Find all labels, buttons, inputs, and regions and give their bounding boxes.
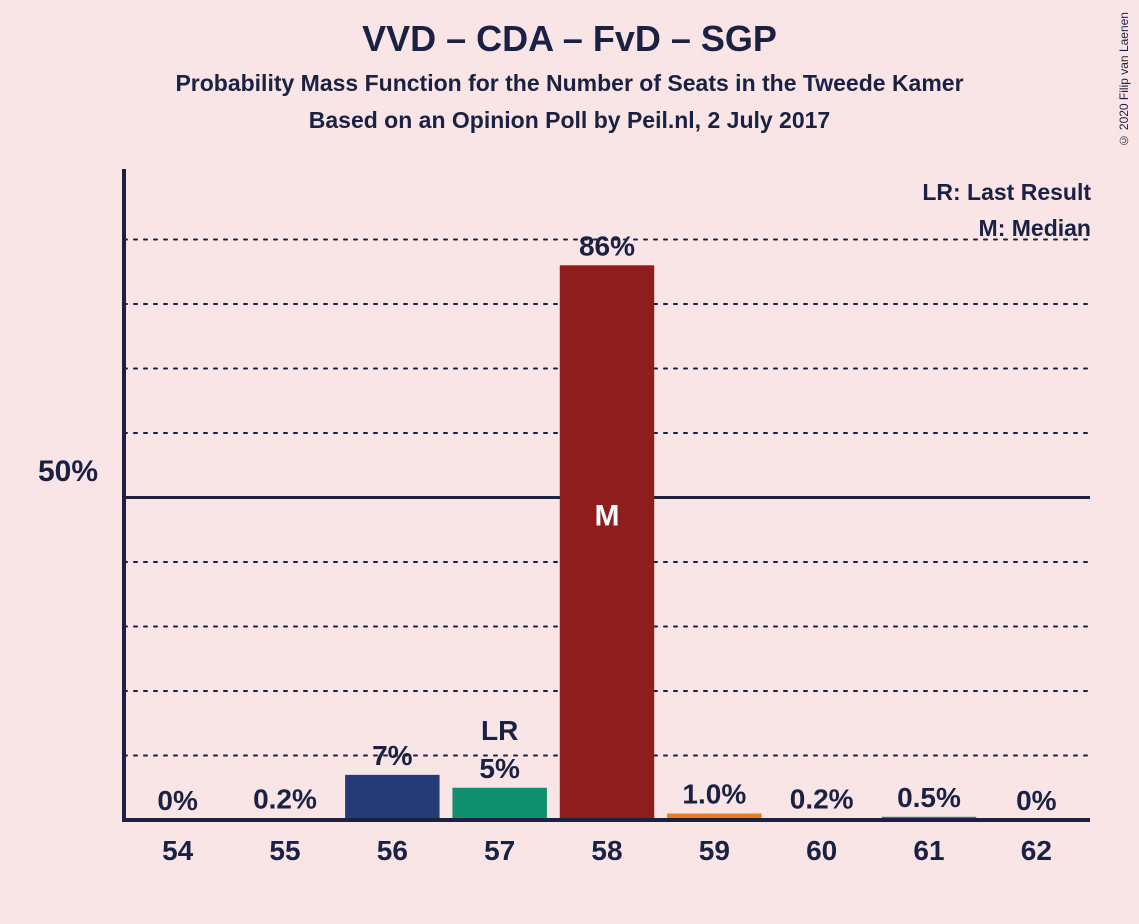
title-block: VVD – CDA – FvD – SGP Probability Mass F… xyxy=(0,0,1139,134)
chart-area: 0% 54 0.2% 55 7% 56 LR 5% 57 86% M 58 1.0% 59 0.2% 60 0.… xyxy=(120,165,1100,865)
x-tick-label: 60 xyxy=(806,835,837,865)
bar xyxy=(345,775,439,820)
bar-value-label: 0.5% xyxy=(897,782,961,813)
median-annotation: M xyxy=(595,500,620,533)
bar-value-label: 5% xyxy=(479,753,520,784)
y-axis-major-label: 50% xyxy=(38,455,98,489)
chart-subtitle-2: Based on an Opinion Poll by Peil.nl, 2 J… xyxy=(0,107,1139,134)
bar-value-label: 0.2% xyxy=(790,784,854,815)
x-tick-label: 54 xyxy=(162,835,194,865)
bar-value-label: 0.2% xyxy=(253,784,317,815)
chart-title: VVD – CDA – FvD – SGP xyxy=(0,18,1139,60)
x-tick-label: 57 xyxy=(484,835,515,865)
bar-value-label: 86% xyxy=(579,230,635,261)
x-tick-label: 61 xyxy=(913,835,944,865)
lr-annotation: LR xyxy=(481,715,518,746)
chart-subtitle-1: Probability Mass Function for the Number… xyxy=(0,70,1139,97)
bar-value-label: 7% xyxy=(372,740,413,771)
bar-value-label: 0% xyxy=(1016,785,1057,816)
x-tick-label: 59 xyxy=(699,835,730,865)
bar-value-label: 0% xyxy=(157,785,198,816)
copyright-text: © 2020 Filip van Laenen xyxy=(1117,12,1131,147)
bar-value-label: 1.0% xyxy=(682,779,746,810)
bar xyxy=(452,788,546,820)
x-tick-label: 58 xyxy=(591,835,622,865)
x-tick-label: 55 xyxy=(269,835,300,865)
bar-chart-svg: 0% 54 0.2% 55 7% 56 LR 5% 57 86% M 58 1.0% 59 0.2% 60 0.… xyxy=(120,165,1100,865)
x-tick-label: 62 xyxy=(1021,835,1052,865)
x-tick-label: 56 xyxy=(377,835,408,865)
bar xyxy=(560,265,654,820)
